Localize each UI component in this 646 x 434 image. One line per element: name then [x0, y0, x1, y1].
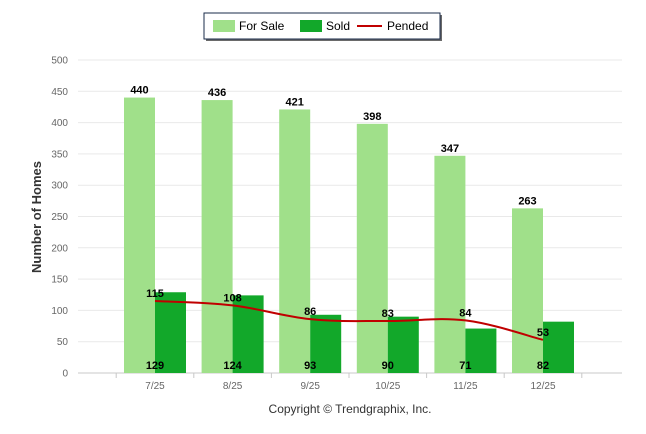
x-tick-label: 12/25 [530, 381, 555, 392]
x-tick-label: 8/25 [223, 381, 243, 392]
data-label-pended: 53 [537, 327, 549, 339]
data-label-pended: 115 [146, 288, 164, 300]
bar-sold [465, 328, 497, 373]
bar-sold [543, 321, 574, 373]
data-label-for-sale: 347 [441, 143, 459, 155]
bars [124, 97, 574, 374]
x-tick-label: 9/25 [300, 381, 320, 392]
y-tick-label: 100 [51, 306, 68, 317]
data-label-sold: 82 [537, 360, 549, 372]
y-tick-label: 300 [51, 181, 68, 192]
y-tick-label: 500 [51, 56, 68, 67]
bar-sold [310, 314, 342, 373]
y-axis: 0 50 100 150 200 250 300 350 400 450 500 [51, 56, 68, 380]
legend-item: For Sale [213, 19, 285, 33]
x-tick-label: 7/25 [145, 381, 165, 392]
bar-for-sale [124, 97, 155, 373]
data-label-pended: 108 [223, 292, 241, 304]
y-tick-label: 400 [51, 118, 68, 129]
data-label-for-sale: 436 [208, 87, 226, 99]
y-tick-label: 350 [51, 149, 68, 160]
bar-for-sale [279, 109, 311, 373]
data-label-sold: 90 [382, 360, 394, 372]
data-label-pended: 84 [459, 307, 472, 319]
bar-sold [387, 316, 419, 373]
data-label-sold: 124 [223, 360, 242, 372]
legend: For Sale Sold Pended [203, 12, 442, 41]
pended-line [154, 300, 544, 341]
y-tick-label: 0 [62, 369, 68, 380]
pended-line-path [154, 300, 544, 341]
bar-for-sale [512, 208, 543, 373]
data-label-for-sale: 263 [518, 195, 536, 207]
legend-label: For Sale [239, 19, 285, 33]
legend-item: Sold [300, 19, 350, 33]
legend-label: Pended [387, 19, 428, 33]
y-tick-label: 250 [51, 212, 68, 223]
legend-item: Pended [357, 19, 428, 33]
legend-swatch [300, 20, 322, 32]
bar-for-sale [201, 100, 233, 374]
data-label-sold: 129 [146, 360, 164, 372]
data-label-pended: 83 [382, 308, 394, 320]
y-tick-label: 450 [51, 87, 68, 98]
bar-sold [155, 292, 186, 373]
data-label-for-sale: 398 [363, 111, 381, 123]
y-tick-label: 50 [57, 337, 69, 348]
legend-swatch [213, 20, 235, 32]
data-label-sold: 93 [304, 360, 316, 372]
x-tick-label: 10/25 [375, 381, 400, 392]
legend-label: Sold [326, 19, 350, 33]
bar-for-sale [356, 123, 388, 374]
y-axis-title: Number of Homes [29, 161, 44, 273]
copyright-credit: Copyright © Trendgraphix, Inc. [269, 402, 432, 416]
data-label-sold: 71 [459, 360, 471, 372]
data-label-for-sale: 421 [286, 96, 304, 108]
data-label-pended: 86 [304, 306, 316, 318]
data-label-for-sale: 440 [130, 85, 148, 97]
y-tick-label: 150 [51, 275, 68, 286]
x-tick-label: 11/25 [453, 381, 478, 392]
y-tick-label: 200 [51, 243, 68, 254]
data-labels: 440 129 436 124 421 93 398 90 347 71 263 82 115 108 86… [130, 85, 549, 372]
bar-for-sale [434, 155, 466, 373]
x-axis: 7/25 8/25 9/25 10/25 11/25 12/25 [145, 381, 556, 392]
